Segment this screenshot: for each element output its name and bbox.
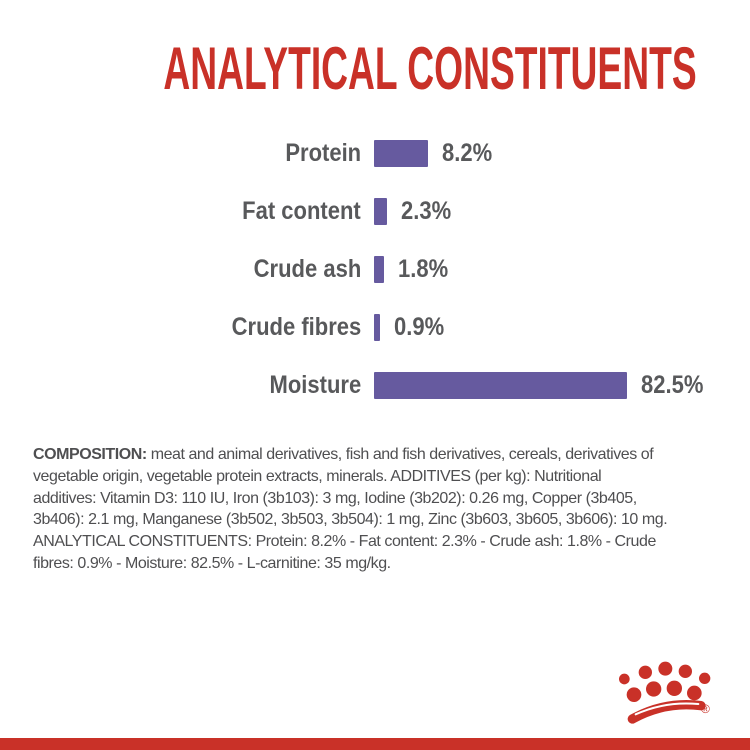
crown-logo [615, 645, 750, 750]
chart-row-protein: Protein 8.2% [0, 139, 750, 167]
bar-value-fat-content: 2.3% [401, 197, 452, 225]
composition-line: ANALYTICAL CONSTITUENTS: Protein: 8.2% -… [33, 533, 656, 551]
chart-row-fat-content: Fat content 2.3% [0, 197, 750, 225]
analytical-constituents-chart: Protein 8.2% Fat content 2.3% Crude ash … [0, 139, 750, 430]
fat-content-bar [374, 198, 387, 225]
composition-line: vegetable origin, vegetable protein extr… [33, 467, 602, 485]
composition-line: additives: Vitamin D3: 110 IU, Iron (3b1… [33, 489, 637, 507]
chart-row-crude-ash: Crude ash 1.8% [0, 255, 750, 283]
bar-label-fat-content: Fat content [242, 197, 361, 225]
chart-row-crude-fibres: Crude fibres 0.9% [0, 313, 750, 341]
bar-value-moisture: 82.5% [641, 371, 704, 399]
bar-value-protein: 8.2% [442, 139, 493, 167]
bar-label-crude-ash: Crude ash [253, 255, 361, 283]
composition-line: 3b406): 2.1 mg, Manganese (3b502, 3b503,… [33, 511, 668, 529]
crude-fibres-bar [374, 314, 380, 341]
registered-trademark-mark: ® [701, 702, 710, 716]
composition-line: fibres: 0.9% - Moisture: 82.5% - L-carni… [33, 554, 391, 572]
bar-value-crude-fibres: 0.9% [394, 313, 445, 341]
brand-color-strip [0, 738, 750, 750]
page-title-text: ANALYTICAL CONSTITUENTS [163, 35, 697, 102]
moisture-bar [374, 372, 627, 399]
protein-bar [374, 140, 428, 167]
composition-text-block: COMPOSITION: meat and animal derivatives… [33, 444, 733, 575]
bar-label-moisture: Moisture [269, 371, 361, 399]
bar-label-protein: Protein [285, 139, 361, 167]
composition-heading: COMPOSITION: [33, 446, 147, 463]
bar-value-crude-ash: 1.8% [398, 255, 449, 283]
crude-ash-bar [374, 256, 384, 283]
composition-line: COMPOSITION: meat and animal derivatives… [33, 446, 654, 463]
bar-label-crude-fibres: Crude fibres [231, 313, 361, 341]
page-title: ANALYTICAL CONSTITUENTS [0, 39, 750, 99]
crown-logo-icon [619, 661, 711, 724]
chart-row-moisture: Moisture 82.5% [0, 371, 750, 399]
